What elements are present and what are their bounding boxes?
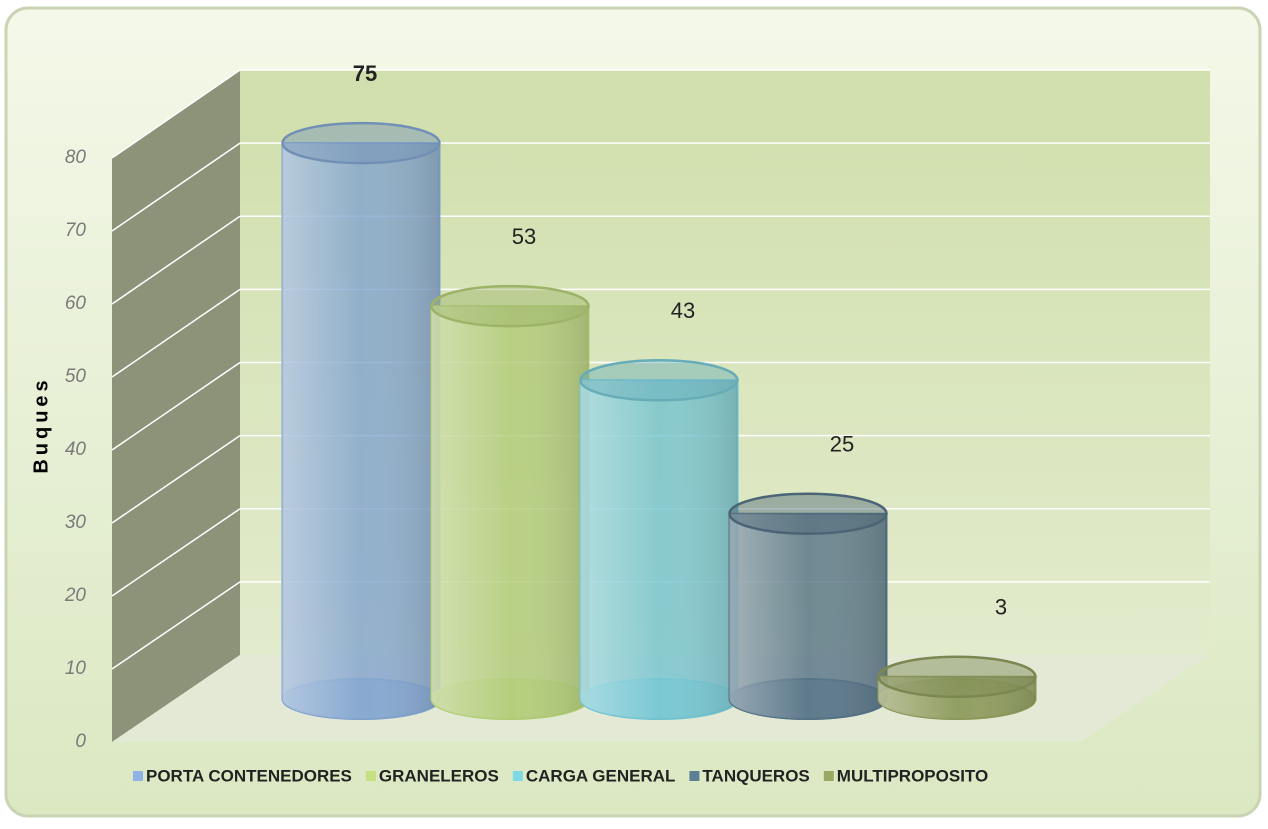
bar-shine [729, 513, 887, 719]
legend-swatch [512, 771, 523, 781]
grid-line [111, 215, 241, 305]
cylinder-top [430, 284, 590, 328]
y-axis-label: Buques [30, 376, 52, 473]
data-label: 25 [830, 432, 854, 457]
legend: PORTA CONTENEDORES GRANELEROS CARGA GENERA… [133, 766, 988, 785]
grid-line [111, 69, 241, 159]
y-tick-label: 10 [65, 658, 87, 679]
y-tick-label: 50 [65, 366, 87, 387]
bar-shine [282, 143, 440, 719]
y-tick-label: 80 [65, 147, 87, 168]
data-label: 3 [995, 595, 1007, 620]
legend-swatch [365, 771, 376, 781]
grid-line [111, 288, 241, 378]
legend-swatch [823, 771, 834, 781]
legend-label: PORTA CONTENEDORES [146, 766, 352, 785]
data-label: 43 [671, 298, 695, 323]
bar-shine [431, 306, 589, 719]
bar-shine [580, 380, 738, 719]
legend-label: CARGA GENERAL [526, 766, 676, 785]
y-tick-label: 20 [64, 585, 87, 606]
y-tick-label: 70 [65, 220, 87, 241]
grid-line [111, 361, 241, 451]
cylinder-top [728, 492, 888, 535]
cylinder-top [281, 121, 441, 165]
y-tick-label: 0 [75, 731, 86, 752]
grid-line [111, 435, 241, 524]
y-tick-label: 60 [65, 293, 87, 314]
cylinder-top [579, 359, 739, 402]
legend-label: GRANELEROS [379, 766, 499, 785]
legend-label: MULTIPROPOSITO [837, 766, 988, 785]
y-tick-label: 40 [65, 439, 87, 460]
y-tick-label: 30 [65, 512, 87, 533]
data-label: 53 [512, 224, 536, 249]
cylinder-top [877, 655, 1037, 699]
legend-swatch [133, 771, 143, 781]
grid-line [111, 508, 241, 597]
legend-swatch [689, 771, 700, 781]
grid-line [111, 142, 241, 232]
data-label: 75 [353, 61, 377, 86]
grid-line [111, 581, 241, 670]
legend-label: TANQUEROS [702, 766, 809, 785]
